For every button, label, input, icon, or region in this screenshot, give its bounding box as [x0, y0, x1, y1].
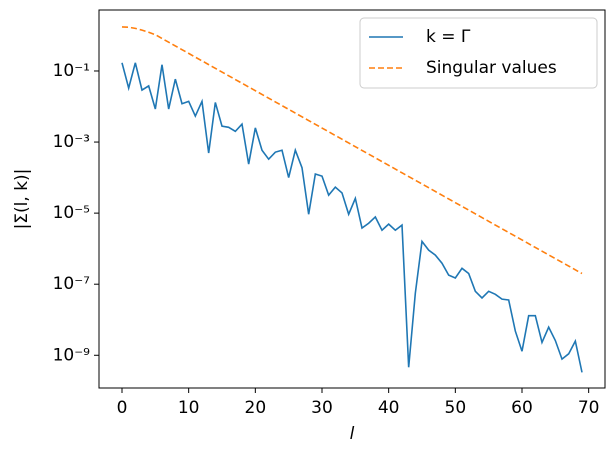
x-tick-label: 0: [117, 398, 128, 418]
y-tick-label: 10⁻⁷: [53, 274, 91, 294]
x-tick-label: 10: [178, 398, 200, 418]
x-tick-label: 30: [311, 398, 333, 418]
y-tick-label: 10⁻³: [53, 132, 90, 152]
y-axis-label: |Σ(l, k)|: [12, 169, 32, 230]
plot-frame: [98, 9, 606, 389]
series-line: [121, 26, 583, 275]
legend-box: [359, 17, 598, 89]
x-tick-label: 20: [245, 398, 267, 418]
x-tick-label: 60: [511, 398, 533, 418]
legend-label: Singular values: [426, 58, 557, 78]
x-tick-label: 40: [378, 398, 400, 418]
y-tick-label: 10⁻⁹: [53, 345, 91, 365]
legend-label: k = Γ: [426, 27, 471, 47]
x-axis-label: l: [350, 424, 355, 444]
x-tick-label: 50: [445, 398, 467, 418]
x-tick-label: 70: [578, 398, 600, 418]
y-tick-label: 10⁻⁵: [53, 203, 90, 223]
y-tick-label: 10⁻¹: [53, 61, 90, 81]
series-line: [121, 62, 583, 373]
